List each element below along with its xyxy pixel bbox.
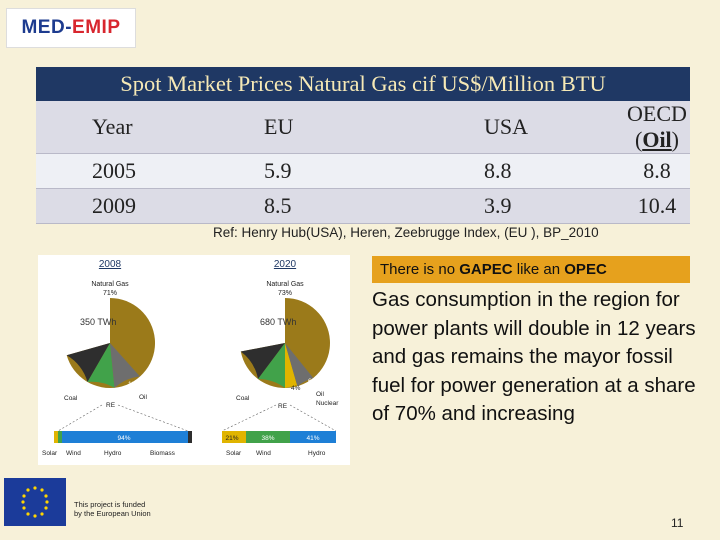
table-row: 2009 8.5 3.9 10.4 <box>36 188 690 224</box>
year-2020: 2020 <box>274 259 297 270</box>
bar-pct-left: 94% <box>117 435 130 442</box>
re-pct-left: 9% <box>104 391 114 398</box>
bar-label-biomass-left: Biomass <box>150 450 176 457</box>
re-pct-right: 9% <box>278 390 288 397</box>
nuclear-pct-right: 4% <box>291 385 301 392</box>
table-title: Spot Market Prices Natural Gas cif US$/M… <box>36 67 690 101</box>
gas-consumption-text: Gas consumption in the region for power … <box>372 288 696 425</box>
bar-label-hydro-right: Hydro <box>308 450 326 457</box>
oil-pct-left: 10% <box>128 381 141 388</box>
col-usa: USA <box>404 101 624 154</box>
slice-nuclear-right <box>285 343 298 388</box>
total-left: 350 TWh <box>80 317 116 327</box>
bar-label-solar-left: Solar <box>42 450 58 457</box>
med-emip-logo: MED- EMIP <box>6 8 136 48</box>
coal-pct-right: 8% <box>249 380 259 387</box>
bar-wind-left <box>58 431 62 443</box>
bar-pct-solar-right: 21% <box>225 435 238 442</box>
coal-label-left: Coal <box>64 395 78 402</box>
coal-pct-left: 9% <box>72 381 82 388</box>
eu-funding-note: This project is funded by the European U… <box>74 500 151 518</box>
table-header-row: Year EU USA OECD (Oil) <box>36 101 690 154</box>
bar-biomass-left <box>188 431 192 443</box>
logo-text-emip: EMIP <box>72 17 121 38</box>
gas-label-right: Natural Gas <box>266 281 304 288</box>
cell-year: 2005 <box>36 153 254 189</box>
gas-pct-left: 71% <box>103 290 117 297</box>
bar-solar-right <box>222 431 246 443</box>
total-right: 680 TWh <box>260 317 296 327</box>
slice-re-right <box>258 343 285 388</box>
gas-pct-right: 73% <box>278 290 292 297</box>
cell-eu: 5.9 <box>254 153 404 189</box>
col-eu: EU <box>254 101 404 154</box>
oil-label-left: Oil <box>139 394 148 401</box>
cell-usa: 3.9 <box>404 188 624 224</box>
reference-note: Ref: Henry Hub(USA), Heren, Zeebrugge In… <box>213 225 599 240</box>
bar-solar-left <box>54 431 58 443</box>
pie-charts-svg: 2008 Natural Gas 71% 350 TWh 9% 10% 9% C… <box>42 259 339 457</box>
page-number: 11 <box>671 516 684 530</box>
cell-oecd: 10.4 <box>624 188 690 224</box>
slice-re-left <box>87 343 115 388</box>
slice-oil-right <box>285 343 314 387</box>
slice-coal-right <box>240 343 285 379</box>
slice-coal-left <box>66 343 110 382</box>
cell-oecd: 8.8 <box>624 153 690 189</box>
bar-pct-wind-right: 38% <box>261 435 274 442</box>
gas-label-left: Natural Gas <box>91 281 129 288</box>
pie-right <box>240 298 330 388</box>
bar-pct-hydro-right: 41% <box>306 435 319 442</box>
bar-wind-right <box>246 431 290 443</box>
bar-label-hydro-left: Hydro <box>104 450 122 457</box>
re-label-left: RE <box>106 402 116 409</box>
table-title-row: Spot Market Prices Natural Gas cif US$/M… <box>36 67 690 101</box>
pie-left <box>66 298 156 388</box>
bar-label-wind-left: Wind <box>66 450 81 457</box>
bar-hydro-left <box>62 431 188 443</box>
energy-mix-charts: 2008 Natural Gas 71% 350 TWh 9% 10% 9% C… <box>38 255 350 465</box>
table-row: 2005 5.9 8.8 8.8 <box>36 153 690 189</box>
logo-text-med: MED- <box>21 17 73 38</box>
bar-label-wind-right: Wind <box>256 450 271 457</box>
year-2008: 2008 <box>99 259 122 270</box>
bar-hydro-right <box>290 431 336 443</box>
eu-stars-icon <box>21 486 49 518</box>
re-label-right: RE <box>278 403 288 410</box>
cell-eu: 8.5 <box>254 188 404 224</box>
nuclear-label-right: Nuclear <box>316 400 339 407</box>
col-year: Year <box>36 101 254 154</box>
cell-usa: 8.8 <box>404 153 624 189</box>
gapec-callout: There is no GAPEC like an OPEC <box>372 256 690 283</box>
cell-year: 2009 <box>36 188 254 224</box>
oil-pct-right: 6% <box>308 378 318 385</box>
price-table: Spot Market Prices Natural Gas cif US$/M… <box>36 67 690 224</box>
coal-label-right: Coal <box>236 395 250 402</box>
bar-label-solar-right: Solar <box>226 450 242 457</box>
col-oecd: OECD (Oil) <box>624 101 690 154</box>
slice-oil-left <box>110 343 140 388</box>
eu-flag <box>4 478 66 526</box>
oil-label-right: Oil <box>316 391 325 398</box>
